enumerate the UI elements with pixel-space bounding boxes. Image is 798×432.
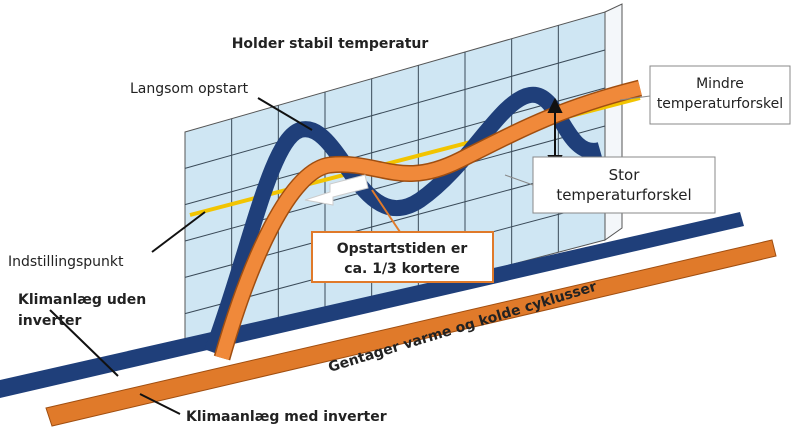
label: temperaturforskel — [556, 186, 691, 204]
label: temperaturforskel — [657, 96, 783, 112]
diagram: Holder stabil temperatur Langsom opstart… — [0, 0, 798, 432]
label: Stor — [609, 166, 641, 184]
label: inverter — [18, 313, 81, 329]
label: Mindre — [696, 76, 744, 92]
title: Holder stabil temperatur — [232, 36, 429, 52]
label: Klimaanlæg med inverter — [186, 409, 387, 425]
label: Langsom opstart — [130, 81, 249, 97]
callout-box — [650, 66, 790, 124]
label: ca. 1/3 kortere — [344, 261, 459, 277]
label: Klimanlæg uden — [18, 292, 146, 308]
label: Indstillingspunkt — [8, 254, 124, 270]
label: Opstartstiden er — [337, 241, 468, 257]
